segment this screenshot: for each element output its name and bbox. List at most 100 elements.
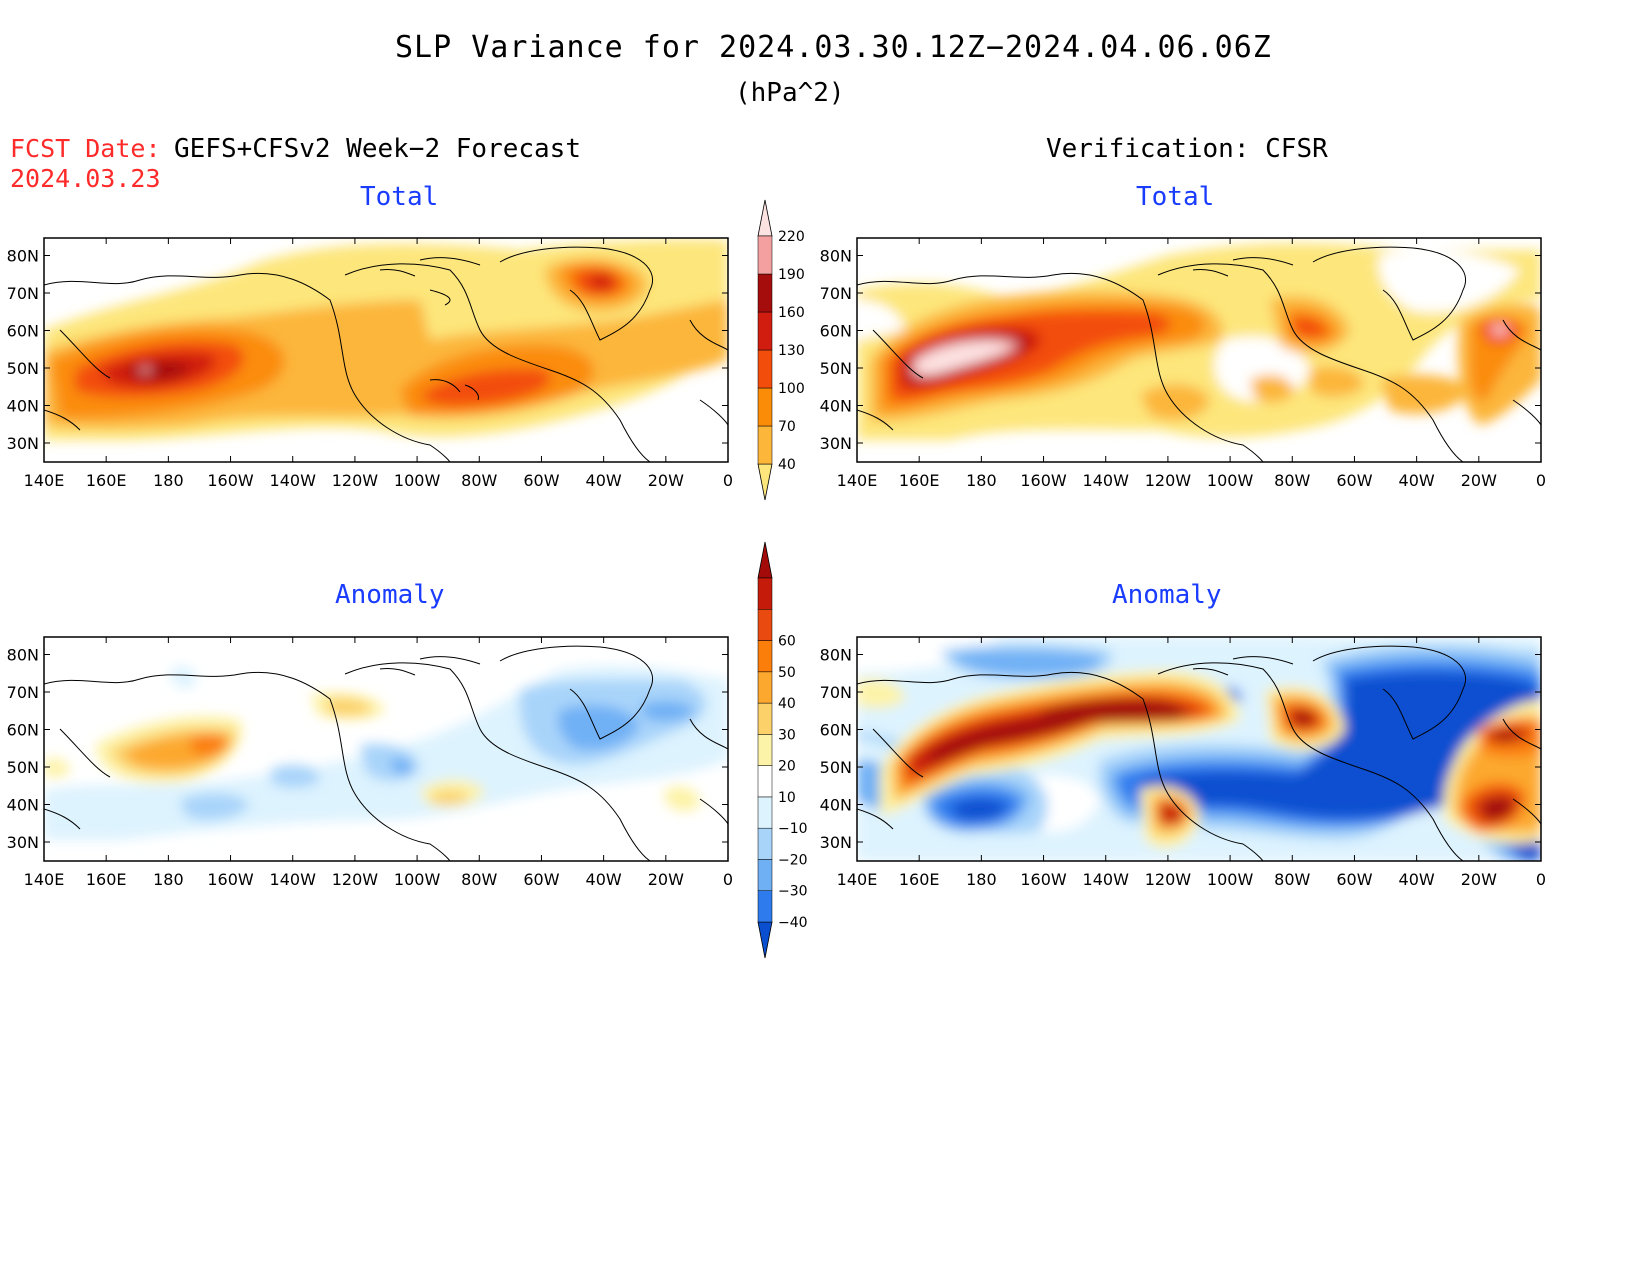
verification-total-lon-label: 20W	[1461, 471, 1497, 490]
page-title: SLP Variance for 2024.03.30.12Z−2024.04.…	[395, 30, 1272, 65]
verification-heading: Verification: CFSR	[1046, 134, 1328, 164]
forecast-total-lon-label: 100W	[394, 471, 441, 490]
verification-anomaly-lon-label: 60W	[1336, 870, 1372, 889]
forecast-anomaly-lon-label: 20W	[648, 870, 684, 889]
verification-anomaly-lon-label: 160W	[1020, 870, 1067, 889]
forecast-anomaly-lat-label: 30N	[7, 833, 39, 852]
forecast-anomaly-lon-label: 80W	[461, 870, 497, 889]
verification-total-frame	[856, 237, 1542, 463]
forecast-total-lon-label: 140E	[24, 471, 65, 490]
forecast-anomaly-axis-ticks: 140E 160E 180 160W 140W 120W 100W 80W 60W 40W 20W 0…	[7, 637, 733, 889]
verification-total-lon-label: 160E	[899, 471, 940, 490]
anomaly-colorbar-swatch	[757, 765, 773, 798]
verification-anomaly-lon-label: 80W	[1274, 870, 1310, 889]
forecast-anomaly-lon-label: 100W	[394, 870, 441, 889]
verification-total-lon-label: 60W	[1336, 471, 1372, 490]
anomaly-colorbar: −40 −30 −20 −10 10 20 30 40 50 60	[757, 541, 808, 959]
forecast-anomaly-lat-label: 40N	[7, 796, 39, 815]
units-label: (hPa^2)	[735, 78, 845, 108]
anomaly-colorbar-swatch	[757, 577, 773, 610]
forecast-total-lat-label: 80N	[7, 247, 39, 266]
anomaly-colorbar-level-label: 10	[778, 790, 796, 806]
anomaly-colorbar-swatch	[757, 609, 773, 641]
forecast-anomaly-lat-label: 80N	[7, 646, 39, 665]
anomaly-colorbar-swatch	[757, 734, 773, 766]
verification-total-lon-label: 140E	[837, 471, 878, 490]
forecast-total-lon-label: 160E	[86, 471, 127, 490]
verification-total-lon-label: 100W	[1207, 471, 1254, 490]
forecast-total-lat-label: 70N	[7, 284, 39, 303]
total-colorbar-level-label: 70	[778, 419, 796, 435]
anomaly-colorbar-swatch	[757, 671, 773, 704]
verification-total-lon-label: 0	[1536, 471, 1546, 490]
verification-total-title: Total	[1136, 182, 1215, 212]
verification-anomaly-lon-label: 100W	[1207, 870, 1254, 889]
forecast-anomaly-lon-label: 60W	[523, 870, 559, 889]
verification-anomaly-lon-label: 120W	[1145, 870, 1192, 889]
forecast-model-heading: GEFS+CFSv2 Week−2 Forecast	[174, 134, 581, 164]
forecast-anomaly-lon-label: 120W	[332, 870, 379, 889]
forecast-total-lat-label: 30N	[7, 434, 39, 453]
total-colorbar-swatch	[757, 273, 773, 313]
anomaly-colorbar-swatch	[757, 796, 773, 829]
verification-anomaly-lat-label: 50N	[820, 758, 852, 777]
total-colorbar-level-label: 100	[778, 381, 805, 397]
forecast-anomaly-lon-label: 0	[723, 870, 733, 889]
anomaly-colorbar-swatch	[757, 890, 773, 923]
forecast-total-lon-label: 0	[723, 471, 733, 490]
anomaly-colorbar-level-label: 20	[778, 759, 796, 775]
verification-total-lon-label: 120W	[1145, 471, 1192, 490]
total-colorbar-swatch	[757, 425, 773, 465]
forecast-total-title: Total	[360, 182, 439, 212]
verification-anomaly-lon-label: 40W	[1399, 870, 1435, 889]
verification-anomaly-lat-label: 40N	[820, 796, 852, 815]
verification-total-lat-label: 70N	[820, 284, 852, 303]
total-colorbar-swatch	[757, 463, 773, 501]
forecast-anomaly-lon-label: 180	[153, 870, 184, 889]
verification-anomaly-lat-label: 80N	[820, 646, 852, 665]
forecast-total-coastlines	[44, 246, 728, 462]
verification-anomaly-lat-label: 30N	[820, 833, 852, 852]
forecast-anomaly-lat-label: 60N	[7, 721, 39, 740]
anomaly-colorbar-swatch	[757, 541, 773, 579]
verification-anomaly-lon-label: 160E	[899, 870, 940, 889]
verification-total-shading	[857, 243, 1541, 440]
forecast-anomaly-lon-label: 140W	[270, 870, 317, 889]
verification-total-lon-label: 160W	[1020, 471, 1067, 490]
verification-total-lat-label: 60N	[820, 322, 852, 341]
verification-total-lon-label: 40W	[1399, 471, 1435, 490]
verification-total-lon-label: 80W	[1274, 471, 1310, 490]
forecast-anomaly-lat-label: 70N	[7, 683, 39, 702]
forecast-total-lon-label: 140W	[270, 471, 317, 490]
total-colorbar-swatch	[757, 311, 773, 351]
forecast-anomaly-coastlines	[44, 645, 728, 861]
verification-anomaly-lon-label: 140E	[837, 870, 878, 889]
anomaly-colorbar-swatch	[757, 702, 773, 735]
anomaly-colorbar-swatch	[757, 827, 773, 860]
total-colorbar: 40 70 100 130 160 190 220	[757, 199, 805, 501]
total-colorbar-swatch	[757, 349, 773, 389]
forecast-total-lon-label: 40W	[586, 471, 622, 490]
forecast-total-lon-label: 120W	[332, 471, 379, 490]
anomaly-colorbar-level-label: −30	[778, 884, 808, 900]
anomaly-colorbar-level-label: 30	[778, 727, 796, 743]
verification-anomaly-frame	[856, 636, 1542, 862]
anomaly-colorbar-swatch	[757, 921, 773, 959]
forecast-total-lon-label: 80W	[461, 471, 497, 490]
forecast-anomaly-map: 140E 160E 180 160W 140W 120W 100W 80W 60W 40W 20W 0…	[7, 636, 733, 889]
anomaly-colorbar-swatch	[757, 640, 773, 673]
verification-total-lat-label: 30N	[820, 434, 852, 453]
anomaly-colorbar-swatch	[757, 859, 773, 891]
forecast-anomaly-lat-label: 50N	[7, 758, 39, 777]
total-colorbar-swatch	[757, 235, 773, 275]
forecast-total-axis-ticks: 140E 160E 180 160W 140W 120W 100W 80W 60W 40W 20W 0…	[7, 238, 733, 490]
forecast-total-lon-label: 180	[153, 471, 184, 490]
verification-total-lon-label: 140W	[1083, 471, 1130, 490]
anomaly-colorbar-level-label: 50	[778, 665, 796, 681]
total-colorbar-level-label: 40	[778, 457, 796, 473]
forecast-total-lon-label: 160W	[207, 471, 254, 490]
verification-total-lat-label: 80N	[820, 247, 852, 266]
forecast-anomaly-lon-label: 160E	[86, 870, 127, 889]
forecast-total-lat-label: 50N	[7, 359, 39, 378]
total-colorbar-level-label: 220	[778, 229, 805, 245]
